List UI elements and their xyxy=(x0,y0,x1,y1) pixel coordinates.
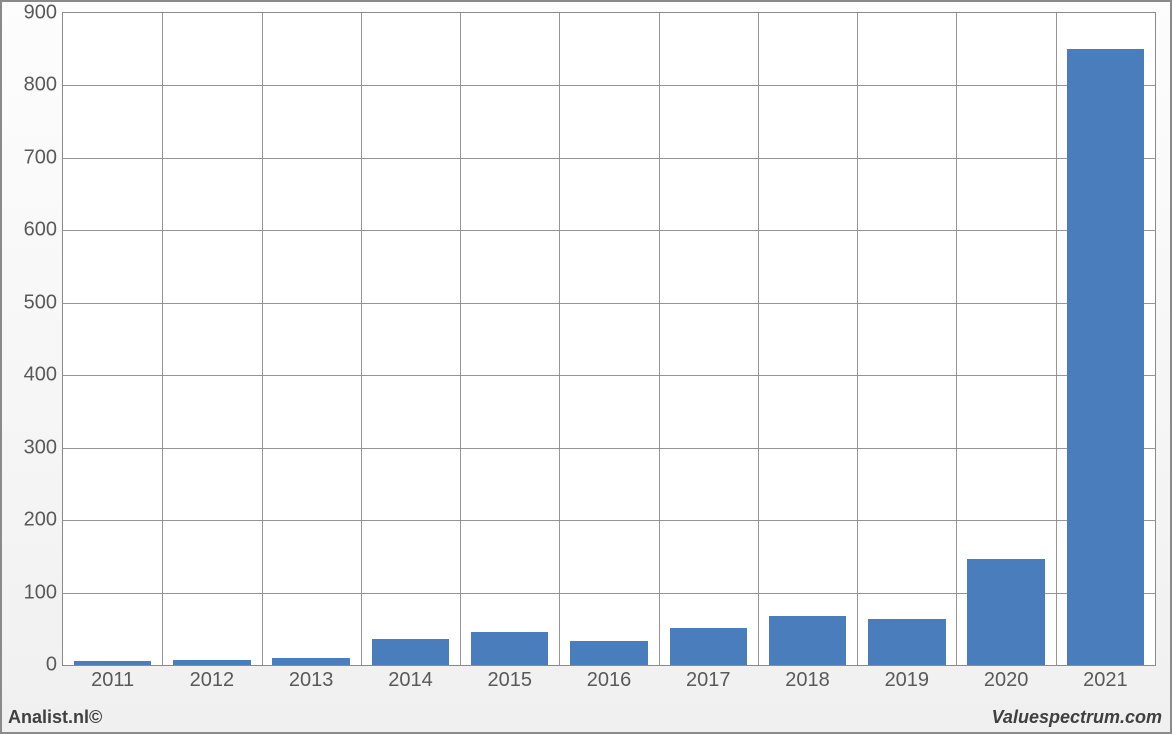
gridline-vertical xyxy=(460,13,461,665)
x-axis-label: 2011 xyxy=(91,669,134,692)
y-axis-label: 700 xyxy=(24,146,57,169)
bar xyxy=(967,559,1044,665)
x-axis-label: 2015 xyxy=(487,669,532,692)
x-axis-label: 2019 xyxy=(885,669,930,692)
bar xyxy=(74,661,151,665)
y-axis-label: 900 xyxy=(24,2,57,25)
gridline-vertical xyxy=(659,13,660,665)
footer-right-credit: Valuespectrum.com xyxy=(992,707,1162,728)
y-axis-label: 500 xyxy=(24,291,57,314)
bar xyxy=(670,628,747,665)
gridline-vertical xyxy=(162,13,163,665)
y-axis-label: 600 xyxy=(24,219,57,242)
gridline-vertical xyxy=(559,13,560,665)
gridline-horizontal xyxy=(63,448,1155,449)
chart-container: 0 100 200 300 400 500 600 700 800 900 2011 2012 2013… xyxy=(0,0,1172,734)
x-axis-label: 2021 xyxy=(1083,669,1128,692)
y-axis-label: 400 xyxy=(24,364,57,387)
x-axis-label: 2012 xyxy=(190,669,235,692)
bar xyxy=(272,658,349,665)
plot-area: 0100200300400500600700800900201120122013… xyxy=(62,12,1156,666)
gridline-horizontal xyxy=(63,158,1155,159)
y-axis-label: 300 xyxy=(24,436,57,459)
gridline-vertical xyxy=(1056,13,1057,665)
x-axis-label: 2016 xyxy=(587,669,632,692)
bar xyxy=(471,632,548,665)
gridline-vertical xyxy=(262,13,263,665)
gridline-vertical xyxy=(857,13,858,665)
gridline-vertical xyxy=(361,13,362,665)
bar xyxy=(769,616,846,665)
y-axis-label: 100 xyxy=(24,581,57,604)
bar xyxy=(570,641,647,665)
bar xyxy=(868,619,945,665)
footer-left-credit: Analist.nl© xyxy=(8,707,102,728)
y-axis-label: 0 xyxy=(46,654,57,677)
gridline-horizontal xyxy=(63,85,1155,86)
gridline-horizontal xyxy=(63,303,1155,304)
bar xyxy=(1067,49,1144,665)
y-axis-label: 800 xyxy=(24,74,57,97)
x-axis-label: 2013 xyxy=(289,669,334,692)
gridline-horizontal xyxy=(63,230,1155,231)
gridline-horizontal xyxy=(63,375,1155,376)
y-axis-label: 200 xyxy=(24,509,57,532)
x-axis-label: 2017 xyxy=(686,669,731,692)
x-axis-label: 2014 xyxy=(388,669,433,692)
x-axis-label: 2020 xyxy=(984,669,1029,692)
plot-wrap: 0100200300400500600700800900201120122013… xyxy=(10,8,1162,698)
gridline-vertical xyxy=(758,13,759,665)
gridline-vertical xyxy=(956,13,957,665)
bar xyxy=(372,639,449,665)
bar xyxy=(173,660,250,665)
gridline-horizontal xyxy=(63,520,1155,521)
x-axis-label: 2018 xyxy=(785,669,830,692)
